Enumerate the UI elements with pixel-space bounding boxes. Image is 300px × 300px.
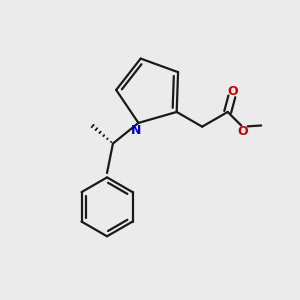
- Text: O: O: [237, 125, 248, 138]
- Text: O: O: [227, 85, 238, 98]
- Text: N: N: [131, 124, 141, 137]
